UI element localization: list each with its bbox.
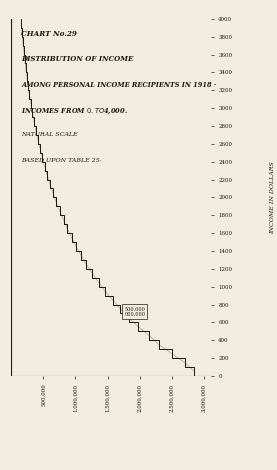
- Text: BASED UPON TABLE 25·: BASED UPON TABLE 25·: [21, 158, 102, 163]
- Text: AMONG PERSONAL INCOME RECIPIENTS IN 1918 ·: AMONG PERSONAL INCOME RECIPIENTS IN 1918…: [21, 81, 216, 89]
- Text: 500,000
000,000: 500,000 000,000: [124, 306, 145, 317]
- Text: DISTRIBUTION OF INCOME: DISTRIBUTION OF INCOME: [21, 55, 134, 63]
- Text: INCOMES FROM $0. TO $4,000.: INCOMES FROM $0. TO $4,000.: [21, 107, 128, 117]
- Text: INCOME IN DOLLARS: INCOME IN DOLLARS: [270, 161, 275, 234]
- Text: CHART No.29: CHART No.29: [21, 30, 77, 38]
- Text: NATURAL SCALE: NATURAL SCALE: [21, 133, 78, 137]
